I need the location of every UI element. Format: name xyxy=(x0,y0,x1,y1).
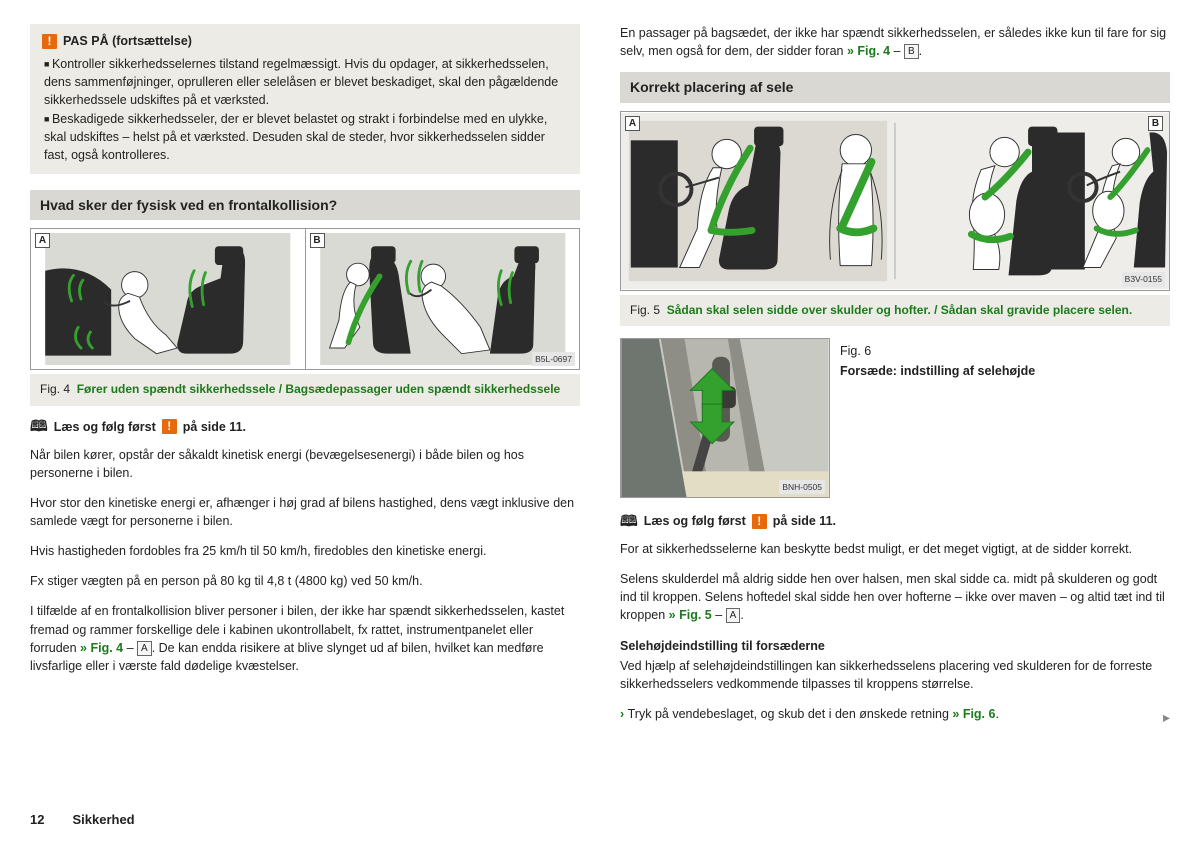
figure-6-block: BNH-0505 Fig. 6 Forsæde: indstilling af … xyxy=(620,338,1170,498)
figure-code: B3V-0155 xyxy=(1122,272,1165,286)
paragraph-text: – xyxy=(123,641,137,655)
body-paragraph: Selens skulderdel må aldrig sidde hen ov… xyxy=(620,570,1170,624)
read-first-tail: på side 11. xyxy=(183,418,246,436)
body-paragraph: For at sikkerhedsselerne kan beskytte be… xyxy=(620,540,1170,558)
left-column: ! PAS PÅ (fortsættelse) Kontroller sikke… xyxy=(30,24,580,805)
figure-number: Fig. 4 xyxy=(40,382,70,396)
figure-crossref: » Fig. 4 xyxy=(847,44,890,58)
figure-crossref: » Fig. 5 xyxy=(669,608,712,622)
collision-driver-illustration xyxy=(35,233,301,365)
panel-label: B xyxy=(310,233,325,248)
panel-key-ref: B xyxy=(904,44,919,59)
body-paragraph: En passager på bagsædet, der ikke har sp… xyxy=(620,24,1170,60)
body-paragraph: Ved hjælp af selehøjdeindstillingen kan … xyxy=(620,657,1170,693)
figure-4-caption: Fig. 4 Fører uden spændt sikkerhedssele … xyxy=(30,374,580,405)
body-paragraph: Hvor stor den kinetiske energi er, afhæn… xyxy=(30,494,580,530)
figure-crossref: » Fig. 6 xyxy=(952,707,995,721)
warning-box: ! PAS PÅ (fortsættelse) Kontroller sikke… xyxy=(30,24,580,174)
body-paragraph: Fx stiger vægten på en person på 80 kg t… xyxy=(30,572,580,590)
paragraph-text: – xyxy=(712,608,726,622)
warning-title: PAS PÅ (fortsættelse) xyxy=(63,32,192,50)
paragraph-text: . xyxy=(740,608,743,622)
body-paragraph: Når bilen kører, opstår der såkaldt kine… xyxy=(30,446,580,482)
figure-number: Fig. 5 xyxy=(630,303,660,317)
figure-code: BNH-0505 xyxy=(779,480,825,494)
figure-number: Fig. 6 xyxy=(840,342,1035,360)
right-column: En passager på bagsædet, der ikke har sp… xyxy=(620,24,1170,805)
section-heading: Korrekt placering af sele xyxy=(620,72,1170,102)
figure-4: A xyxy=(30,228,580,370)
panel-label: A xyxy=(625,116,640,131)
warning-item: Beskadigede sikkerhedsseler, der er blev… xyxy=(44,110,568,164)
page-number: 12 xyxy=(30,811,44,830)
read-first-text: Læs og følg først xyxy=(54,418,156,436)
chapter-name: Sikkerhed xyxy=(72,811,134,830)
paragraph-text: . xyxy=(919,44,922,58)
instruction-step: Tryk på vendebeslaget, og skub det i den… xyxy=(620,705,1170,723)
figure-caption-text: Fører uden spændt sikkerhedssele / Bagsæ… xyxy=(77,382,561,396)
panel-label: B xyxy=(1148,116,1163,131)
figure-5: A B xyxy=(620,111,1170,291)
body-paragraph: Hvis hastigheden fordobles fra 25 km/h t… xyxy=(30,542,580,560)
warning-item: Kontroller sikkerhedsselernes tilstand r… xyxy=(44,55,568,109)
warning-header: ! PAS PÅ (fortsættelse) xyxy=(42,32,568,50)
figure-6: BNH-0505 xyxy=(620,338,830,498)
read-first-line: 🕮 Læs og følg først ! på side 11. xyxy=(620,512,1170,530)
seatbelt-placement-illustration xyxy=(621,112,1169,290)
figure-4b: B xyxy=(306,229,580,369)
collision-passenger-illustration xyxy=(310,233,576,365)
figure-4a: A xyxy=(31,229,306,369)
paragraph-text: Tryk på vendebeslaget, og skub det i den… xyxy=(628,707,953,721)
panel-label: A xyxy=(35,233,50,248)
exclamation-icon: ! xyxy=(162,419,177,434)
read-first-tail: på side 11. xyxy=(773,512,836,530)
section-heading: Hvad sker der fysisk ved en frontalkolli… xyxy=(30,190,580,220)
panel-key-ref: A xyxy=(137,641,152,656)
figure-6-caption: Fig. 6 Forsæde: indstilling af selehøjde xyxy=(840,338,1035,380)
read-first-text: Læs og følg først xyxy=(644,512,746,530)
paragraph-text: . xyxy=(995,707,998,721)
book-icon: 🕮 xyxy=(620,514,638,529)
page-footer: 12 Sikkerhed xyxy=(30,811,1170,830)
belt-height-adjust-illustration xyxy=(621,339,829,497)
body-paragraph: I tilfælde af en frontalkollision bliver… xyxy=(30,602,580,675)
figure-caption-text: Forsæde: indstilling af selehøjde xyxy=(840,364,1035,378)
subheading: Selehøjdeindstilling til forsæderne xyxy=(620,637,1170,655)
read-first-line: 🕮 Læs og følg først ! på side 11. xyxy=(30,418,580,436)
figure-caption-text: Sådan skal selen sidde over skulder og h… xyxy=(667,303,1133,317)
exclamation-icon: ! xyxy=(752,514,767,529)
exclamation-icon: ! xyxy=(42,34,57,49)
paragraph-text: – xyxy=(890,44,904,58)
figure-5-caption: Fig. 5 Sådan skal selen sidde over skuld… xyxy=(620,295,1170,326)
figure-crossref: » Fig. 4 xyxy=(80,641,123,655)
continue-icon: ▸ xyxy=(1163,707,1170,727)
warning-list: Kontroller sikkerhedsselernes tilstand r… xyxy=(42,55,568,164)
book-icon: 🕮 xyxy=(30,419,48,434)
panel-key-ref: A xyxy=(726,608,741,623)
figure-code: B5L-0697 xyxy=(532,352,575,366)
